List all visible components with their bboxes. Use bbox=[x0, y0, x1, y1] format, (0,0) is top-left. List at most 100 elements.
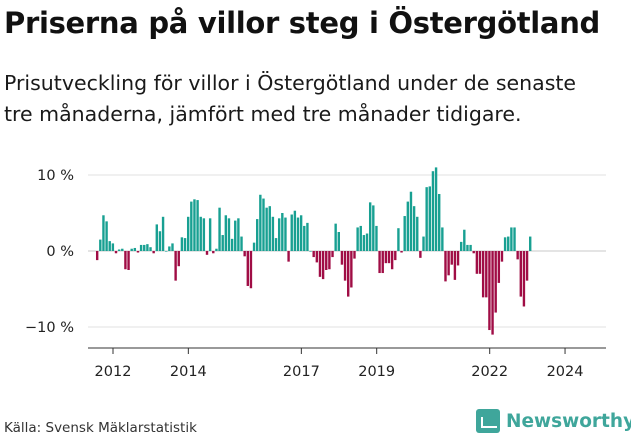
newsworthy-logo-icon bbox=[476, 409, 500, 433]
bar bbox=[425, 187, 428, 251]
bar bbox=[208, 218, 212, 251]
bar bbox=[158, 231, 162, 251]
bar bbox=[287, 251, 290, 262]
subtitle-line-1: Prisutveckling för villor i Östergötland… bbox=[4, 71, 577, 95]
bar bbox=[117, 249, 121, 251]
bar bbox=[224, 215, 228, 251]
bar bbox=[375, 225, 378, 251]
bar bbox=[447, 251, 450, 276]
bar bbox=[262, 198, 265, 251]
bar bbox=[491, 251, 494, 335]
bar bbox=[309, 251, 312, 252]
bar bbox=[312, 251, 315, 258]
bar bbox=[472, 251, 475, 254]
bar bbox=[444, 251, 447, 282]
bar bbox=[165, 251, 168, 252]
bar bbox=[481, 251, 485, 298]
bar bbox=[180, 237, 184, 251]
bar bbox=[199, 216, 202, 251]
bar bbox=[412, 206, 416, 251]
bar bbox=[234, 220, 237, 251]
bar bbox=[428, 186, 431, 251]
bar bbox=[102, 215, 105, 251]
bar bbox=[143, 244, 146, 251]
bar bbox=[466, 244, 469, 251]
bar bbox=[347, 251, 350, 297]
bar bbox=[510, 227, 513, 251]
bar bbox=[394, 251, 397, 261]
bar bbox=[478, 251, 482, 274]
bar bbox=[343, 251, 347, 281]
bar bbox=[299, 215, 303, 251]
bar bbox=[193, 199, 196, 251]
bar bbox=[114, 251, 118, 254]
bar bbox=[390, 251, 394, 270]
bar bbox=[230, 238, 234, 251]
bar bbox=[450, 251, 453, 265]
y-tick-label: 10 % bbox=[37, 168, 74, 184]
newsworthy-logo-text: Newsworthy bbox=[506, 410, 631, 432]
bar bbox=[321, 251, 325, 280]
bar bbox=[516, 251, 519, 260]
bar bbox=[133, 247, 137, 251]
bar bbox=[190, 201, 193, 251]
bar bbox=[328, 251, 331, 270]
bar bbox=[221, 235, 224, 251]
bar bbox=[356, 227, 359, 251]
bar bbox=[268, 206, 271, 251]
bar bbox=[186, 216, 190, 251]
bar bbox=[171, 243, 174, 251]
bar bbox=[139, 244, 143, 251]
bar bbox=[387, 251, 391, 264]
bar bbox=[259, 194, 262, 251]
bar bbox=[372, 205, 375, 251]
bar bbox=[503, 237, 507, 251]
x-tick-label: 2022 bbox=[471, 364, 508, 380]
bar bbox=[99, 239, 102, 251]
bar bbox=[240, 236, 243, 251]
bar bbox=[265, 207, 268, 251]
bar bbox=[274, 238, 278, 251]
x-tick-label: 2014 bbox=[170, 364, 207, 380]
bar bbox=[136, 251, 140, 253]
bar bbox=[350, 251, 353, 288]
bar bbox=[365, 233, 369, 251]
bar bbox=[519, 251, 522, 297]
bar bbox=[337, 232, 340, 251]
bar bbox=[419, 251, 422, 258]
bar bbox=[331, 251, 334, 258]
bar bbox=[271, 216, 275, 251]
bar bbox=[438, 194, 441, 251]
bar bbox=[177, 251, 180, 267]
bar bbox=[381, 251, 384, 274]
bar bbox=[500, 251, 504, 262]
bar bbox=[249, 251, 253, 289]
y-tick-label: 0 % bbox=[46, 244, 74, 260]
bar bbox=[277, 218, 281, 251]
bar bbox=[459, 241, 463, 251]
bar bbox=[378, 251, 381, 274]
bar bbox=[494, 251, 497, 313]
bar bbox=[127, 251, 130, 270]
bar bbox=[456, 251, 460, 266]
bar bbox=[155, 224, 158, 251]
bar bbox=[475, 251, 479, 274]
bar bbox=[315, 251, 319, 263]
bar bbox=[108, 241, 111, 251]
bar bbox=[488, 251, 491, 331]
chart-subtitle: Prisutveckling för villor i Östergötland… bbox=[4, 68, 624, 130]
bar bbox=[161, 216, 165, 251]
bar bbox=[111, 243, 115, 251]
bar bbox=[168, 246, 171, 251]
bar bbox=[152, 251, 155, 254]
bar bbox=[227, 218, 231, 251]
bar bbox=[497, 251, 501, 283]
bar bbox=[400, 251, 403, 253]
bar bbox=[384, 251, 388, 264]
bar bbox=[362, 235, 366, 251]
bar bbox=[434, 167, 438, 251]
bar bbox=[416, 216, 419, 251]
x-tick-label: 2019 bbox=[358, 364, 395, 380]
bar bbox=[485, 251, 488, 298]
